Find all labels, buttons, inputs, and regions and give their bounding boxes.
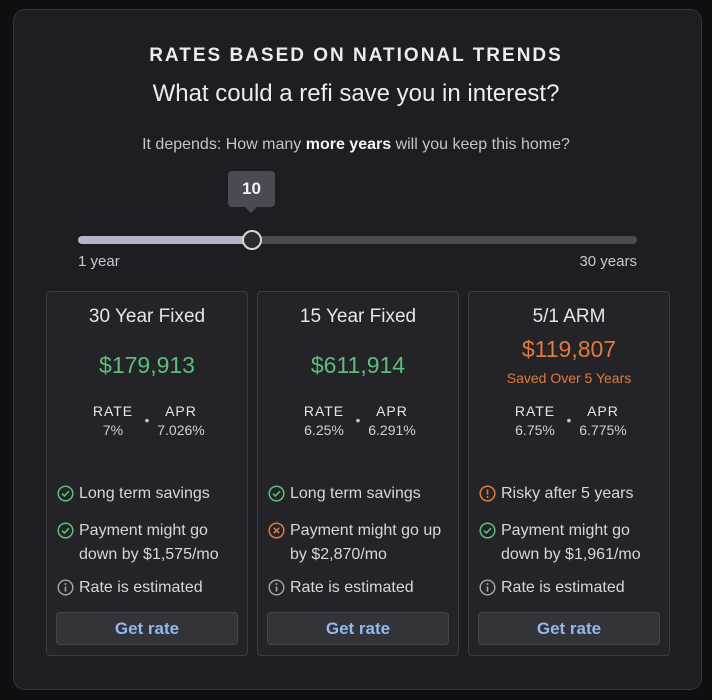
- rate-apr-row: RATE 7% • APR 7.026%: [47, 403, 247, 438]
- feature-list: Long term savings Payment might go up by…: [268, 482, 454, 613]
- info-circle-icon: [57, 576, 77, 604]
- card-title: 30 Year Fixed: [88, 306, 206, 327]
- feature-text: Payment might go up by $2,870/mo: [290, 522, 442, 563]
- info-circle-icon: [268, 576, 288, 604]
- check-circle-icon: [268, 482, 288, 510]
- rate-label: RATE: [92, 403, 134, 419]
- rate-apr-row: RATE 6.25% • APR 6.291%: [258, 403, 458, 438]
- feature-text: Rate is estimated: [501, 579, 625, 596]
- savings-subtext: Saved Over 5 Years: [506, 370, 632, 386]
- years-slider-track[interactable]: [78, 236, 637, 244]
- feature-list: Long term savings Payment might go down …: [57, 482, 243, 613]
- feature-item: Rate is estimated: [57, 576, 243, 604]
- feature-text: Risky after 5 years: [501, 485, 634, 502]
- rate-value: 6.75%: [515, 422, 555, 438]
- card-title: 5/1 ARM: [532, 306, 606, 327]
- feature-text: Payment might go down by $1,575/mo: [79, 522, 219, 563]
- info-circle-icon: [479, 576, 499, 604]
- apr-label: APR: [587, 403, 619, 419]
- apr-value: 6.775%: [579, 422, 627, 438]
- feature-item: Payment might go down by $1,575/mo: [57, 519, 243, 567]
- check-circle-icon: [57, 519, 77, 547]
- card-title: 15 Year Fixed: [299, 306, 417, 327]
- loan-card-15-year-fixed: 15 Year Fixed $611,914 RATE 6.25% • APR …: [257, 291, 459, 656]
- feature-text: Long term savings: [79, 485, 210, 502]
- rate-column: RATE 6.25%: [297, 403, 351, 438]
- rate-label: RATE: [303, 403, 345, 419]
- loan-card-5-1-arm: 5/1 ARM $119,807 Saved Over 5 Years RATE…: [468, 291, 670, 656]
- question-text-end: will you keep this home?: [391, 136, 570, 153]
- apr-column: APR 7.026%: [154, 403, 208, 438]
- apr-column: APR 6.775%: [576, 403, 630, 438]
- separator-dot: •: [355, 412, 361, 428]
- years-slider-thumb[interactable]: [242, 230, 262, 250]
- apr-column: APR 6.291%: [365, 403, 419, 438]
- apr-value: 6.291%: [368, 422, 416, 438]
- get-rate-button[interactable]: Get rate: [478, 612, 660, 645]
- savings-amount: $119,807: [521, 336, 617, 362]
- apr-label: APR: [165, 403, 197, 419]
- feature-text: Payment might go down by $1,961/mo: [501, 522, 641, 563]
- check-circle-icon: [479, 519, 499, 547]
- rate-column: RATE 6.75%: [508, 403, 562, 438]
- tooltip-arrow: [245, 207, 257, 213]
- slider-min-label: 1 year: [78, 253, 120, 270]
- rate-value: 6.25%: [304, 422, 344, 438]
- rate-value: 7%: [102, 422, 124, 438]
- years-question: It depends: How many more years will you…: [0, 136, 712, 154]
- page-title: What could a refi save you in interest?: [152, 80, 560, 107]
- feature-item: Long term savings: [268, 482, 454, 510]
- feature-item: Long term savings: [57, 482, 243, 510]
- apr-label: APR: [376, 403, 408, 419]
- feature-item: Payment might go down by $1,961/mo: [479, 519, 665, 567]
- feature-text: Rate is estimated: [79, 579, 203, 596]
- x-circle-icon: [268, 519, 288, 547]
- slider-max-label: 30 years: [579, 253, 637, 270]
- get-rate-button[interactable]: Get rate: [267, 612, 449, 645]
- feature-item: Payment might go up by $2,870/mo: [268, 519, 454, 567]
- feature-item: Rate is estimated: [479, 576, 665, 604]
- rate-column: RATE 7%: [86, 403, 140, 438]
- check-circle-icon: [57, 482, 77, 510]
- feature-item: Rate is estimated: [268, 576, 454, 604]
- separator-dot: •: [144, 412, 150, 428]
- rate-apr-row: RATE 6.75% • APR 6.775%: [469, 403, 669, 438]
- question-text-start: It depends: How many: [142, 136, 306, 153]
- section-eyebrow: RATES BASED ON NATIONAL TRENDS: [149, 45, 563, 66]
- savings-amount: $611,914: [310, 352, 406, 378]
- savings-amount: $179,913: [99, 352, 195, 378]
- loan-card-30-year-fixed: 30 Year Fixed $179,913 RATE 7% • APR 7.0…: [46, 291, 248, 656]
- question-text-bold: more years: [305, 136, 392, 153]
- get-rate-button[interactable]: Get rate: [56, 612, 238, 645]
- feature-item: Risky after 5 years: [479, 482, 665, 510]
- feature-text: Rate is estimated: [290, 579, 414, 596]
- slider-value-tooltip: 10: [228, 171, 275, 207]
- feature-list: Risky after 5 years Payment might go dow…: [479, 482, 665, 613]
- warning-circle-icon: [479, 482, 499, 510]
- apr-value: 7.026%: [157, 422, 205, 438]
- separator-dot: •: [566, 412, 572, 428]
- years-slider-fill: [78, 236, 252, 244]
- rate-label: RATE: [514, 403, 556, 419]
- feature-text: Long term savings: [290, 485, 421, 502]
